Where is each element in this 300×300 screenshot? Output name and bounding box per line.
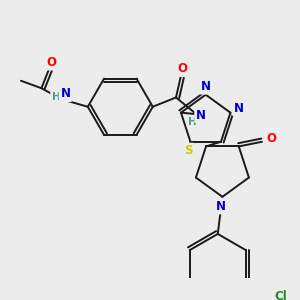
Text: O: O: [266, 133, 276, 146]
Text: N: N: [234, 101, 244, 115]
Text: H: H: [52, 92, 61, 101]
Text: H: H: [188, 117, 197, 127]
Text: N: N: [215, 200, 226, 213]
Text: Cl: Cl: [275, 290, 288, 300]
Text: S: S: [184, 145, 193, 158]
Text: N: N: [196, 109, 206, 122]
Text: O: O: [178, 62, 188, 75]
Text: N: N: [201, 80, 211, 93]
Text: O: O: [46, 56, 57, 69]
Text: N: N: [61, 87, 70, 100]
